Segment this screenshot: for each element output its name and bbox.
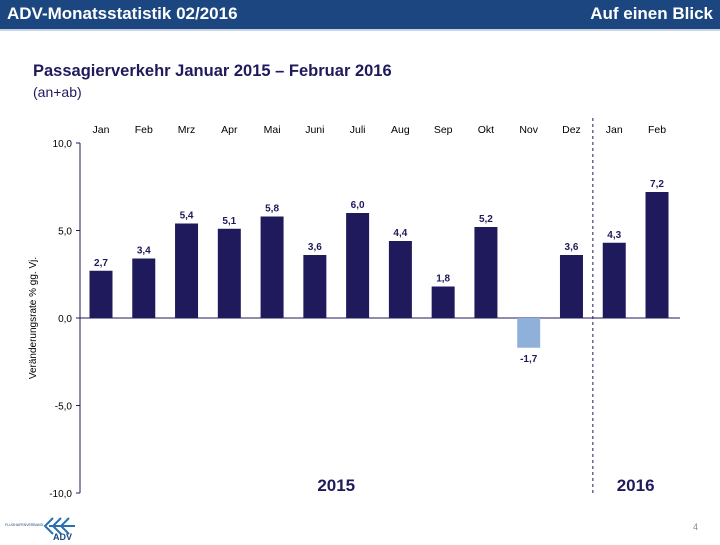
x-tick-label: Jan <box>93 124 110 136</box>
x-tick-label: Dez <box>562 124 581 136</box>
chart-subtitle: (an+ab) <box>33 84 82 100</box>
adv-logo: FLUGHAFENVERBAND ADV <box>5 512 85 545</box>
x-tick-label: Sep <box>434 124 453 136</box>
x-tick-label: Apr <box>221 124 238 136</box>
bar <box>89 270 113 318</box>
x-tick-label: Feb <box>135 124 153 136</box>
bar <box>431 286 455 318</box>
y-tick-label: 5,0 <box>58 227 72 238</box>
data-label: 1,8 <box>436 274 450 285</box>
y-tick-label: 0,0 <box>58 314 72 325</box>
x-tick-label: Juli <box>350 124 366 136</box>
bar <box>217 228 241 318</box>
data-label: -1,7 <box>520 354 538 365</box>
bar <box>559 255 583 318</box>
page-number: 4 <box>692 522 698 532</box>
x-tick-label: Nov <box>519 124 538 136</box>
data-label: 3,4 <box>137 246 151 257</box>
data-label: 2,7 <box>94 258 108 269</box>
y-tick-label: -10,0 <box>49 489 72 500</box>
group-label-2016: 2016 <box>617 476 655 495</box>
data-label: 6,0 <box>351 200 365 211</box>
bar <box>645 192 669 318</box>
x-tick-label: Juni <box>305 124 324 136</box>
bar <box>303 255 327 318</box>
data-label: 5,2 <box>479 214 493 225</box>
bar <box>260 216 284 318</box>
bar <box>132 258 156 318</box>
data-label: 7,2 <box>650 179 664 190</box>
data-label: 5,8 <box>265 204 279 215</box>
header-section: Auf einen Blick <box>590 4 713 23</box>
x-tick-label: Mai <box>264 124 281 136</box>
x-tick-label: Mrz <box>178 124 196 136</box>
y-tick-label: 10,0 <box>53 139 73 150</box>
data-label: 4,3 <box>607 230 621 241</box>
data-label: 3,6 <box>308 242 322 253</box>
svg-text:FLUGHAFENVERBAND: FLUGHAFENVERBAND <box>5 523 44 527</box>
bar <box>602 242 626 318</box>
y-axis-label: Veränderungsrate % gg. Vj. <box>28 257 39 379</box>
bar <box>346 213 370 318</box>
data-label: 4,4 <box>393 228 407 239</box>
bar <box>388 241 412 318</box>
data-label: 3,6 <box>565 242 579 253</box>
y-tick-label: -5,0 <box>55 402 73 413</box>
x-tick-label: Aug <box>391 124 410 136</box>
bar <box>474 227 498 318</box>
x-tick-label: Jan <box>606 124 623 136</box>
data-label: 5,4 <box>180 211 194 222</box>
svg-text:ADV: ADV <box>53 532 72 540</box>
bar <box>175 223 199 318</box>
header-title: ADV-Monatsstatistik 02/2016 <box>7 4 238 23</box>
chart-title: Passagierverkehr Januar 2015 – Februar 2… <box>33 62 392 80</box>
x-tick-label: Feb <box>648 124 666 136</box>
x-tick-label: Okt <box>478 124 494 136</box>
group-label-2015: 2015 <box>317 476 355 495</box>
bar <box>517 318 541 348</box>
data-label: 5,1 <box>222 216 236 227</box>
header-bar: ADV-Monatsstatistik 02/2016 Auf einen Bl… <box>0 0 720 31</box>
